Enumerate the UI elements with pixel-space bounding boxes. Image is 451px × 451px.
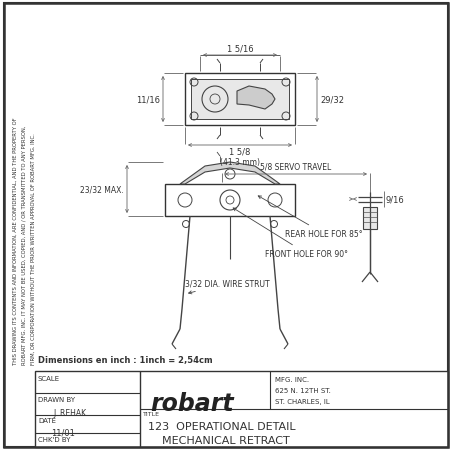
Text: 625 N. 12TH ST.: 625 N. 12TH ST.: [274, 387, 330, 393]
Text: 1 5/8: 1 5/8: [229, 147, 250, 156]
Text: 11/01: 11/01: [51, 428, 75, 437]
Text: REAR HOLE FOR 85°: REAR HOLE FOR 85°: [258, 197, 362, 239]
Text: (41.3 mm): (41.3 mm): [220, 158, 259, 166]
Text: TITLE: TITLE: [143, 411, 160, 416]
Text: DRAWN BY: DRAWN BY: [38, 396, 75, 402]
Text: 5/8 SERVO TRAVEL: 5/8 SERVO TRAVEL: [260, 163, 331, 172]
Text: 3/32 DIA. WIRE STRUT: 3/32 DIA. WIRE STRUT: [184, 279, 269, 294]
Text: 29/32: 29/32: [319, 95, 343, 104]
Text: SCALE: SCALE: [38, 375, 60, 381]
Text: 9/16: 9/16: [385, 195, 404, 204]
Text: 123  OPERATIONAL DETAIL: 123 OPERATIONAL DETAIL: [147, 421, 295, 431]
Text: FRONT HOLE FOR 90°: FRONT HOLE FOR 90°: [233, 208, 347, 258]
Text: MECHANICAL RETRACT: MECHANICAL RETRACT: [147, 435, 289, 445]
Polygon shape: [236, 87, 274, 110]
Text: THIS DRAWING ITS CONTENTS AND INFORMATION, ARE CONFIDENTIAL, AND THE PROPERTY OF: THIS DRAWING ITS CONTENTS AND INFORMATIO…: [13, 117, 18, 364]
Bar: [35, 371, 447, 447]
Text: DATE: DATE: [38, 417, 56, 423]
Text: 1 5/16: 1 5/16: [226, 45, 253, 54]
Bar: [362, 207, 376, 230]
Text: ROBART MFG. INC. IT MAY NOT BE USED, COPIED, AND / OR TRANSMITTED TO ANY PERSON,: ROBART MFG. INC. IT MAY NOT BE USED, COP…: [22, 125, 27, 364]
Text: J. REHAK: J. REHAK: [53, 408, 86, 417]
Bar: [191, 80, 288, 120]
Text: robart: robart: [150, 391, 233, 415]
Bar: [165, 184, 295, 216]
Text: Dimensions en inch : 1inch = 2,54cm: Dimensions en inch : 1inch = 2,54cm: [38, 355, 212, 364]
Bar: [184, 74, 295, 126]
Polygon shape: [179, 163, 279, 184]
Text: ST. CHARLES, IL: ST. CHARLES, IL: [274, 398, 329, 404]
Text: CHK'D BY: CHK'D BY: [38, 436, 70, 442]
Text: 23/32 MAX.: 23/32 MAX.: [80, 185, 124, 194]
Text: MFG. INC.: MFG. INC.: [274, 376, 308, 382]
Text: 11/16: 11/16: [136, 95, 160, 104]
Text: FIRM, OR CORPORATION WITHOUT THE PRIOR WRITTEN APPROVAL OF ROBART MFG. INC.: FIRM, OR CORPORATION WITHOUT THE PRIOR W…: [31, 133, 36, 364]
